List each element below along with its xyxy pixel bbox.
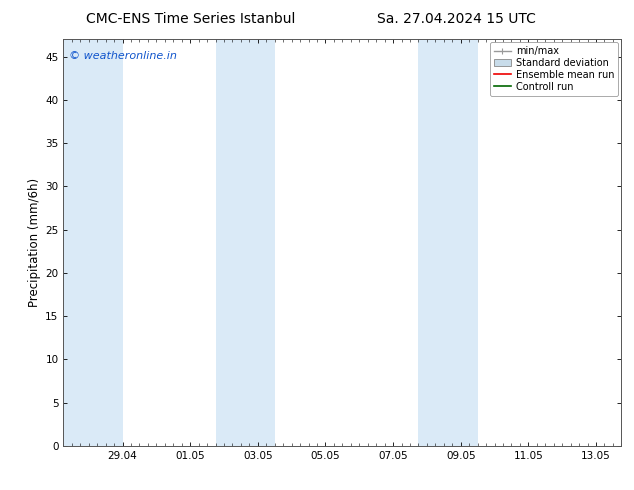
Text: Sa. 27.04.2024 15 UTC: Sa. 27.04.2024 15 UTC	[377, 12, 536, 26]
Y-axis label: Precipitation (mm/6h): Precipitation (mm/6h)	[28, 178, 41, 307]
Text: © weatheronline.in: © weatheronline.in	[69, 51, 177, 61]
Bar	[63, 39, 122, 446]
Legend: min/max, Standard deviation, Ensemble mean run, Controll run: min/max, Standard deviation, Ensemble me…	[489, 42, 618, 96]
Bar	[418, 39, 477, 446]
Text: CMC-ENS Time Series Istanbul: CMC-ENS Time Series Istanbul	[86, 12, 295, 26]
Bar	[216, 39, 275, 446]
